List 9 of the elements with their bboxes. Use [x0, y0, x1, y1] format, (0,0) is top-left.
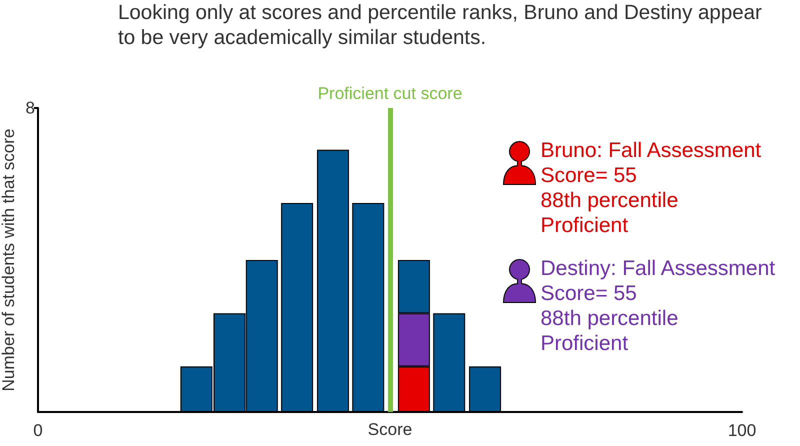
legend-label: Bruno: Fall Assessment Score= 55 88th percentile Proficient: [540, 139, 762, 237]
x-tick-label: 100: [728, 421, 756, 440]
y-axis-title: Number of students with that score: [0, 128, 18, 392]
x-tick-label: 0: [33, 421, 43, 440]
ref-line-label: Proficient cut score: [318, 84, 462, 103]
legend-label: Destiny: Fall Assessment Score= 55 88th percentile Proficient: [540, 257, 776, 355]
chart-title: Looking only at scores and percentile ranks, Bruno and Destiny appear to be very academically similar students.: [118, 1, 768, 49]
x-axis-title: Score: [368, 420, 412, 439]
y-tick-label: 8: [26, 98, 35, 118]
